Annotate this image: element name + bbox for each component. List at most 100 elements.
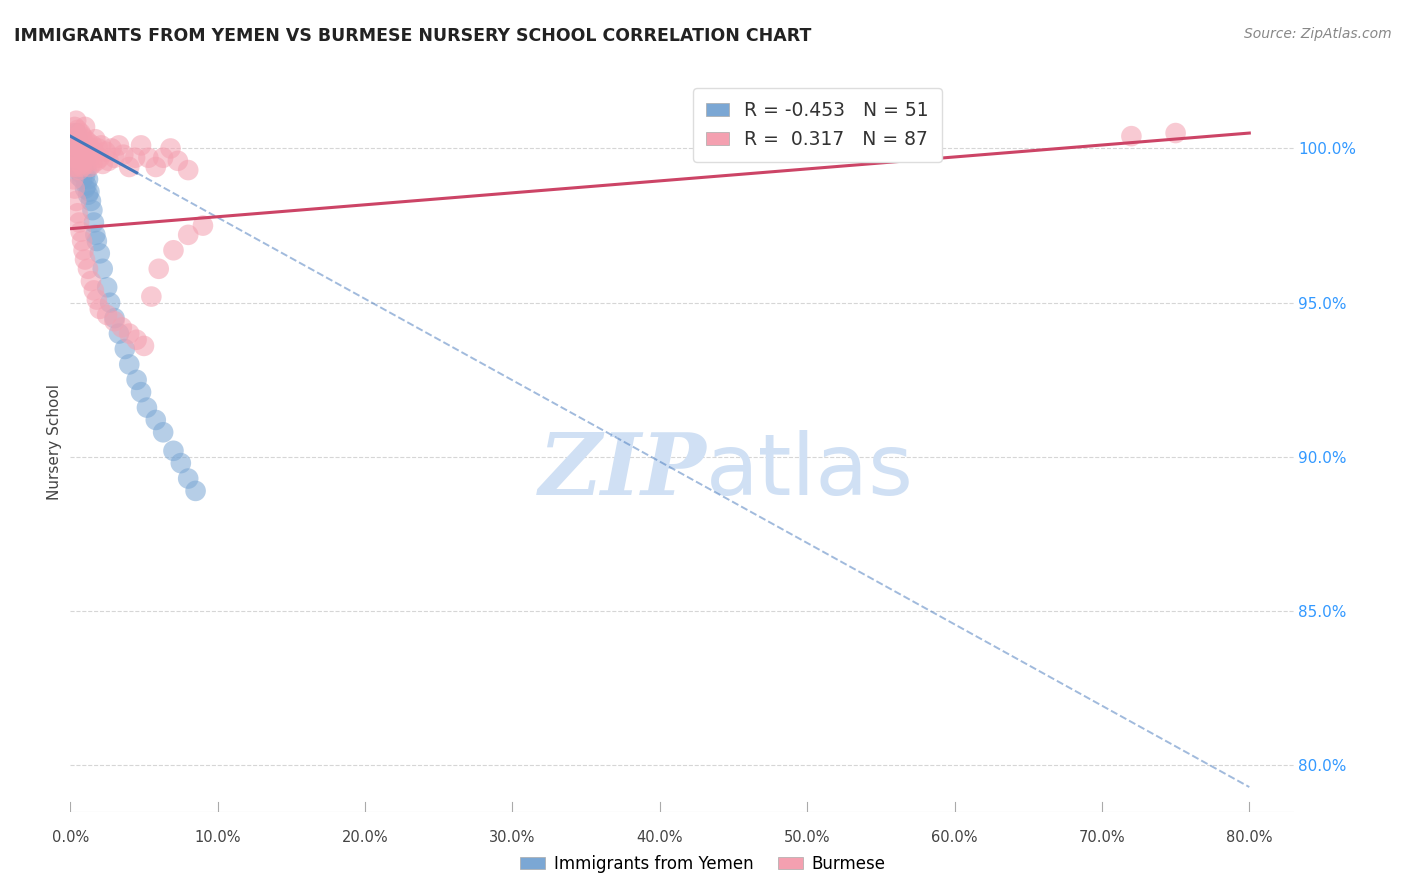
Point [65,153,87,168]
Point [73,153,96,168]
Point [148,261,170,276]
Text: 80.0%: 80.0% [1226,830,1272,846]
Point [66,123,89,137]
Point [69,166,91,180]
Point [65,136,87,150]
Point [89,246,111,260]
Point [70,129,93,144]
Point [91,157,114,171]
Point [1121,129,1143,144]
Point [118,358,141,372]
Point [80,194,103,208]
Point [108,138,131,153]
Point [73,252,96,267]
Point [77,153,100,168]
Point [77,172,100,186]
Point [70,172,93,186]
Text: 70.0%: 70.0% [1078,830,1125,846]
Text: 40.0%: 40.0% [637,830,683,846]
Point [84,132,107,146]
Point [66,160,89,174]
Point [152,425,174,440]
Point [62,145,84,159]
Point [125,373,148,387]
Point [66,145,89,159]
Point [66,145,89,159]
Point [73,169,96,184]
Point [72,153,94,168]
Point [70,234,93,248]
Text: 10.0%: 10.0% [194,830,240,846]
Point [63,141,86,155]
Point [69,126,91,140]
Legend: Immigrants from Yemen, Burmese: Immigrants from Yemen, Burmese [513,848,893,880]
Point [162,443,184,458]
Point [70,160,93,174]
Point [76,157,98,171]
Point [63,120,86,134]
Point [98,295,121,310]
Text: 30.0%: 30.0% [489,830,536,846]
Point [83,145,105,159]
Point [84,227,107,242]
Point [62,160,84,174]
Point [83,215,105,229]
Point [77,187,100,202]
Text: 50.0%: 50.0% [785,830,831,846]
Point [65,138,87,153]
Point [100,141,122,155]
Point [87,141,110,155]
Point [63,138,86,153]
Point [76,138,98,153]
Point [111,320,134,334]
Legend: R = -0.453   N = 51, R =  0.317   N = 87: R = -0.453 N = 51, R = 0.317 N = 87 [693,88,942,161]
Point [63,153,86,168]
Point [72,138,94,153]
Point [170,456,193,470]
Point [103,314,125,328]
Point [67,151,90,165]
Point [89,301,111,316]
Point [69,141,91,155]
Point [167,153,190,168]
Point [67,147,90,161]
Point [65,194,87,208]
Point [69,153,91,168]
Point [80,147,103,161]
Point [184,483,207,498]
Point [79,185,101,199]
Point [162,244,184,258]
Point [83,284,105,298]
Point [63,147,86,161]
Point [177,227,200,242]
Point [103,151,125,165]
Text: ZIP: ZIP [538,429,706,513]
Point [72,151,94,165]
Point [62,172,84,186]
Point [159,141,181,155]
Point [152,151,174,165]
Point [129,138,152,153]
Text: IMMIGRANTS FROM YEMEN VS BURMESE NURSERY SCHOOL CORRELATION CHART: IMMIGRANTS FROM YEMEN VS BURMESE NURSERY… [14,27,811,45]
Point [65,113,87,128]
Point [76,178,98,193]
Point [67,163,90,178]
Point [97,153,120,168]
Point [90,138,112,153]
Point [91,261,114,276]
Point [63,181,86,195]
Point [70,160,93,174]
Point [73,181,96,195]
Point [82,203,104,218]
Point [70,145,93,159]
Point [66,160,89,174]
Point [77,136,100,150]
Point [60,136,83,150]
Point [177,471,200,485]
Point [77,261,100,276]
Point [66,129,89,144]
Point [60,151,83,165]
Point [118,160,141,174]
Point [67,157,90,171]
Point [96,280,118,294]
